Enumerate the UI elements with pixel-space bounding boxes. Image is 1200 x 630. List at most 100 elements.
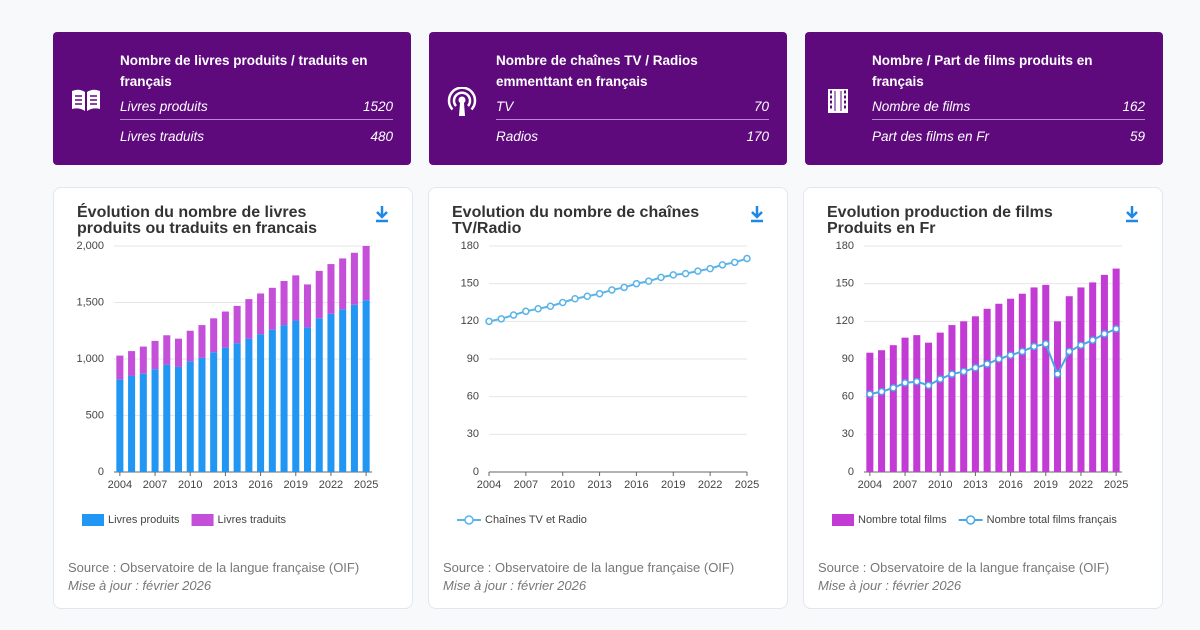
- x-tick-label: 2019: [284, 479, 308, 491]
- row-value: 1520: [362, 99, 393, 114]
- card-title: Nombre de chaînes TV / Radios emmenttant…: [496, 53, 698, 89]
- x-tick-label: 2007: [143, 479, 167, 491]
- y-tick-label: 120: [461, 315, 479, 327]
- chart-title: Évolution du nombre de livres produits o…: [77, 204, 318, 237]
- y-tick-label: 1,500: [76, 296, 104, 308]
- download-button[interactable]: [374, 205, 390, 223]
- bar: [280, 281, 288, 326]
- chart: 0 30 60 90 120 150 180 2004 2007 2010 2013 2016 2019…: [457, 240, 759, 526]
- row-label: Livres produits: [120, 99, 208, 114]
- separator: [496, 119, 769, 120]
- x-tick-label: 2004: [477, 479, 501, 491]
- bar: [280, 325, 288, 472]
- film-icon: [828, 89, 848, 113]
- point: [595, 289, 604, 298]
- point: [1112, 325, 1120, 333]
- download-button[interactable]: [749, 205, 765, 223]
- download-button[interactable]: [1124, 205, 1140, 223]
- point: [608, 286, 616, 294]
- y-tick-label: 180: [836, 240, 854, 252]
- chart-panel: 0 30 60 90 120 150 180 2004 2007 2010 2013 2016 2019…: [803, 187, 1163, 609]
- bar: [350, 252, 358, 305]
- stat-card: Nombre de livres produits / traduits en …: [53, 32, 411, 165]
- bar: [315, 318, 323, 472]
- point: [936, 375, 944, 383]
- point: [694, 267, 702, 275]
- y-tick-label: 2,000: [76, 240, 104, 252]
- x-tick-label: 2022: [698, 479, 722, 491]
- broadcast-icon: [447, 87, 477, 116]
- bar: [186, 361, 194, 472]
- point: [1065, 347, 1073, 356]
- legend-label: Livres traduits: [218, 514, 287, 526]
- legend-marker: [965, 515, 976, 525]
- bar: [198, 357, 206, 472]
- source: Source : Observatoire de la langue franç…: [68, 560, 360, 575]
- row-value: 70: [753, 99, 769, 114]
- bar: [221, 347, 229, 472]
- bar: [151, 340, 159, 370]
- bar: [901, 337, 909, 472]
- card-row: Nombre de films 162: [872, 99, 1145, 119]
- bar: [303, 327, 312, 472]
- bar: [327, 313, 335, 472]
- bar: [116, 355, 124, 380]
- bar: [257, 293, 265, 335]
- bar: [995, 303, 1003, 472]
- card-row: Part des films en Fr 59: [872, 129, 1145, 149]
- bar: [163, 364, 171, 472]
- point: [706, 264, 714, 273]
- bar: [1112, 268, 1120, 472]
- x-tick-label: 2025: [1104, 479, 1128, 491]
- y-tick-label: 150: [461, 278, 479, 290]
- row-value: 480: [370, 129, 393, 144]
- y-tick-label: 150: [836, 278, 854, 290]
- y-tick-label: 60: [467, 391, 479, 403]
- bar: [362, 246, 370, 301]
- y-tick-label: 120: [836, 315, 854, 327]
- x-tick-label: 2013: [587, 479, 611, 491]
- point: [522, 307, 530, 316]
- bar: [174, 366, 183, 472]
- card-title: Nombre / Part de films produits en franç…: [872, 53, 1093, 89]
- row-value: 162: [1122, 99, 1145, 114]
- bar: [948, 325, 956, 472]
- line: [869, 327, 1117, 396]
- bar: [163, 335, 171, 365]
- point: [948, 370, 956, 378]
- point: [924, 381, 933, 390]
- x-tick-label: 2016: [624, 479, 648, 491]
- row-label: Livres traduits: [120, 129, 205, 144]
- point: [497, 315, 506, 323]
- point: [901, 379, 909, 387]
- bar: [151, 369, 159, 472]
- point: [913, 377, 921, 386]
- bar: [128, 375, 136, 472]
- x-tick-label: 2004: [108, 479, 132, 491]
- chart-panel: 0 30 60 90 120 150 180 2004 2007 2010 2013 2016 2019…: [428, 187, 788, 609]
- x-tick-label: 2025: [735, 479, 759, 491]
- bar: [1018, 293, 1026, 472]
- bar: [139, 373, 147, 472]
- x-tick-label: 2013: [963, 479, 987, 491]
- card-row: TV 70: [496, 99, 769, 119]
- point: [889, 384, 898, 392]
- point: [971, 364, 980, 372]
- y-tick-label: 0: [473, 466, 479, 478]
- bar: [292, 275, 300, 321]
- x-tick-label: 2022: [319, 479, 343, 491]
- y-tick-label: 180: [461, 240, 479, 252]
- bar: [339, 309, 347, 472]
- x-tick-label: 2004: [858, 479, 882, 491]
- point: [1088, 336, 1097, 344]
- chart: 0 500 1,000 1,500 2,000 2004 2007 2010 2013 2016 2…: [76, 240, 378, 526]
- bar: [233, 343, 241, 472]
- bar: [245, 299, 253, 339]
- y-tick-label: 30: [842, 428, 854, 440]
- point: [681, 269, 690, 278]
- point: [571, 294, 579, 303]
- y-tick-label: 60: [842, 391, 854, 403]
- bar: [1089, 282, 1097, 472]
- x-tick-label: 2010: [550, 479, 574, 491]
